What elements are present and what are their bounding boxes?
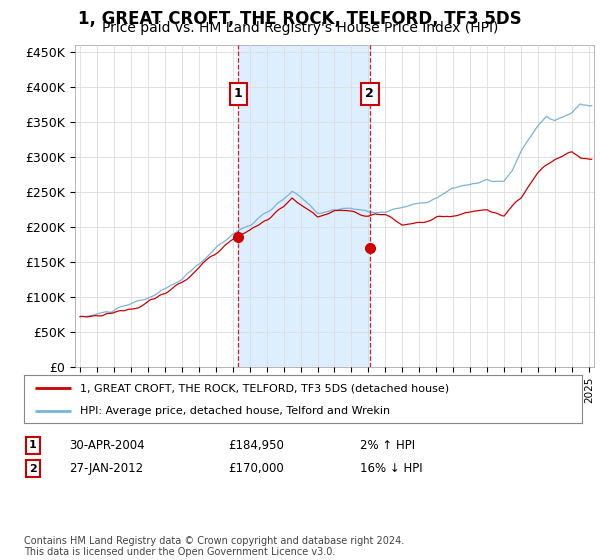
Text: 30-APR-2004: 30-APR-2004 — [69, 438, 145, 452]
Text: Contains HM Land Registry data © Crown copyright and database right 2024.
This d: Contains HM Land Registry data © Crown c… — [24, 535, 404, 557]
Text: 16% ↓ HPI: 16% ↓ HPI — [360, 462, 422, 475]
Text: 2: 2 — [365, 87, 374, 100]
Text: HPI: Average price, detached house, Telford and Wrekin: HPI: Average price, detached house, Telf… — [80, 407, 390, 417]
Text: 1, GREAT CROFT, THE ROCK, TELFORD, TF3 5DS (detached house): 1, GREAT CROFT, THE ROCK, TELFORD, TF3 5… — [80, 384, 449, 394]
Text: £170,000: £170,000 — [228, 462, 284, 475]
Text: 1: 1 — [234, 87, 243, 100]
Bar — [238, 45, 370, 367]
Text: 1: 1 — [29, 440, 37, 450]
Text: 2: 2 — [29, 464, 37, 474]
Text: 2% ↑ HPI: 2% ↑ HPI — [360, 438, 415, 452]
Text: 27-JAN-2012: 27-JAN-2012 — [69, 462, 143, 475]
Text: Price paid vs. HM Land Registry's House Price Index (HPI): Price paid vs. HM Land Registry's House … — [102, 21, 498, 35]
Text: 1, GREAT CROFT, THE ROCK, TELFORD, TF3 5DS: 1, GREAT CROFT, THE ROCK, TELFORD, TF3 5… — [78, 10, 522, 27]
Text: £184,950: £184,950 — [228, 438, 284, 452]
